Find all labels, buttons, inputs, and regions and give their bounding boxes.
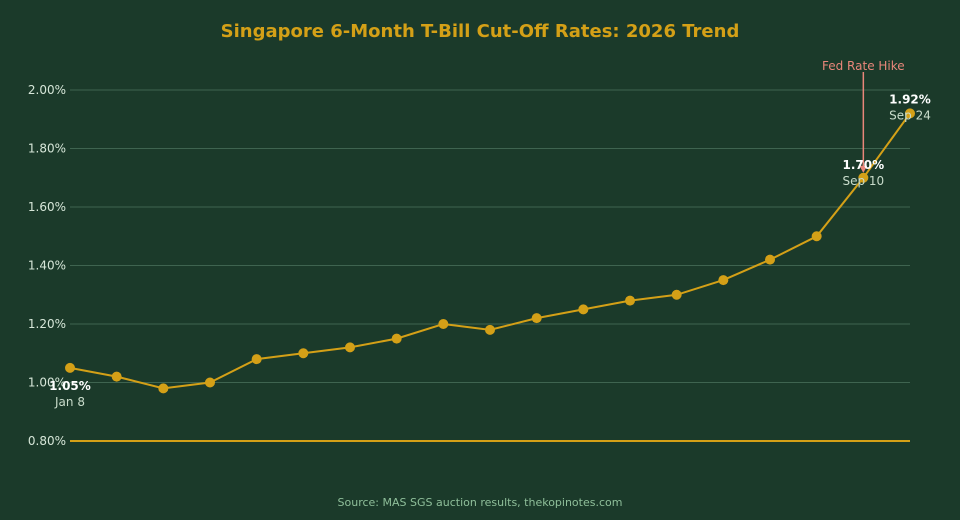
data-point [391,333,402,344]
data-point [811,231,822,242]
data-point [905,108,915,119]
y-tick-label: 1.00% [28,376,66,390]
y-tick-label: 1.60% [28,200,66,214]
point-date-label: Sep 24 [889,108,931,122]
y-tick-label: 1.80% [28,142,66,156]
data-point [205,377,215,388]
series-line [69,112,911,390]
grid-layer [70,89,910,383]
point-value-label: 1.92% [889,92,931,106]
data-point [671,289,682,300]
annotation-layer: Fed Rate Hike [822,59,905,173]
data-point [158,383,169,394]
data-point [531,313,542,324]
point-value-label: 1.05% [49,379,91,393]
data-point [65,362,75,373]
data-point [765,254,775,265]
point-date-label: Jan 8 [54,395,85,409]
source-note: Source: MAS SGS auction results, thekopi… [338,496,623,509]
point-date-label: Sep 10 [842,174,884,188]
annotation-label: Fed Rate Hike [822,59,905,73]
chart-title: Singapore 6-Month T-Bill Cut-Off Rates: … [221,21,740,42]
data-point [485,324,495,335]
annotation-arrowhead [859,165,868,173]
data-point [438,319,449,329]
y-tick-label: 0.80% [28,434,66,448]
point-value-label: 1.70% [843,158,885,172]
data-point [251,354,262,365]
data-point [578,304,589,315]
data-point [718,275,729,286]
data-points [65,108,915,394]
data-point [111,371,122,382]
data-point [625,295,635,306]
y-tick-label: 1.40% [28,259,66,273]
data-point [298,348,309,359]
y-tick-labels: 0.80% 1.00% 1.20% 1.40% 1.60% 1.80% 2.00% [28,83,66,448]
data-point [858,172,869,183]
y-tick-label: 2.00% [28,83,66,97]
point-labels: 1.05% Jan 8 1.70% Sep 10 1.92% Sep 24 [49,92,931,408]
data-point [345,342,355,353]
y-tick-label: 1.20% [28,317,66,331]
